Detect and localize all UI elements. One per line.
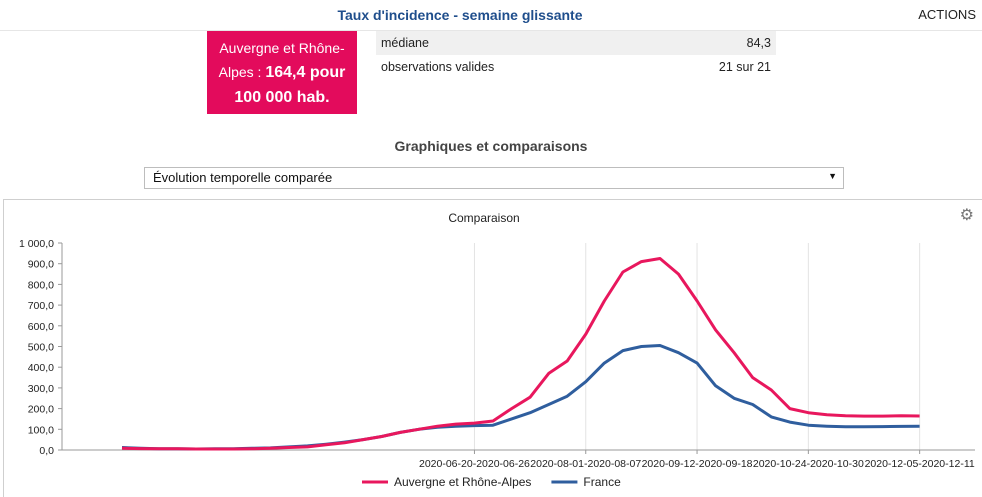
chart-type-select[interactable]: Évolution temporelle comparée ▼ bbox=[144, 167, 844, 189]
header-divider bbox=[0, 30, 982, 31]
stats-label: observations valides bbox=[381, 60, 495, 74]
highlight-line-1: Auvergne et Rhône- bbox=[219, 40, 345, 56]
page-title: Taux d'incidence - semaine glissante bbox=[337, 7, 583, 23]
incidence-highlight-box: Auvergne et Rhône- Alpes : 164,4 pour 10… bbox=[207, 31, 357, 114]
stats-row: observations valides 21 sur 21 bbox=[376, 55, 776, 79]
stats-row: médiane 84,3 bbox=[376, 31, 776, 55]
stats-table: médiane 84,3 observations valides 21 sur… bbox=[376, 31, 776, 79]
top-bar: Taux d'incidence - semaine glissante ACT… bbox=[0, 0, 982, 30]
gear-icon[interactable]: ⚙ bbox=[959, 207, 974, 224]
dropdown-arrow-icon: ▼ bbox=[828, 171, 837, 181]
chart-panel bbox=[3, 199, 982, 497]
highlight-region-suffix: Alpes : bbox=[218, 64, 266, 80]
chart-type-select-value: Évolution temporelle comparée bbox=[153, 170, 333, 185]
highlight-line-2: Alpes : 164,4 pour bbox=[207, 60, 357, 85]
section-title: Graphiques et comparaisons bbox=[394, 138, 588, 154]
actions-menu-button[interactable]: ACTIONS bbox=[918, 7, 976, 22]
stats-label: médiane bbox=[381, 36, 429, 50]
stats-value: 84,3 bbox=[746, 36, 771, 50]
highlight-unit: 100 000 hab. bbox=[234, 89, 330, 106]
highlight-value: 164,4 pour bbox=[265, 64, 346, 81]
highlight-line-3: 100 000 hab. bbox=[207, 85, 357, 110]
stats-value: 21 sur 21 bbox=[718, 60, 771, 74]
